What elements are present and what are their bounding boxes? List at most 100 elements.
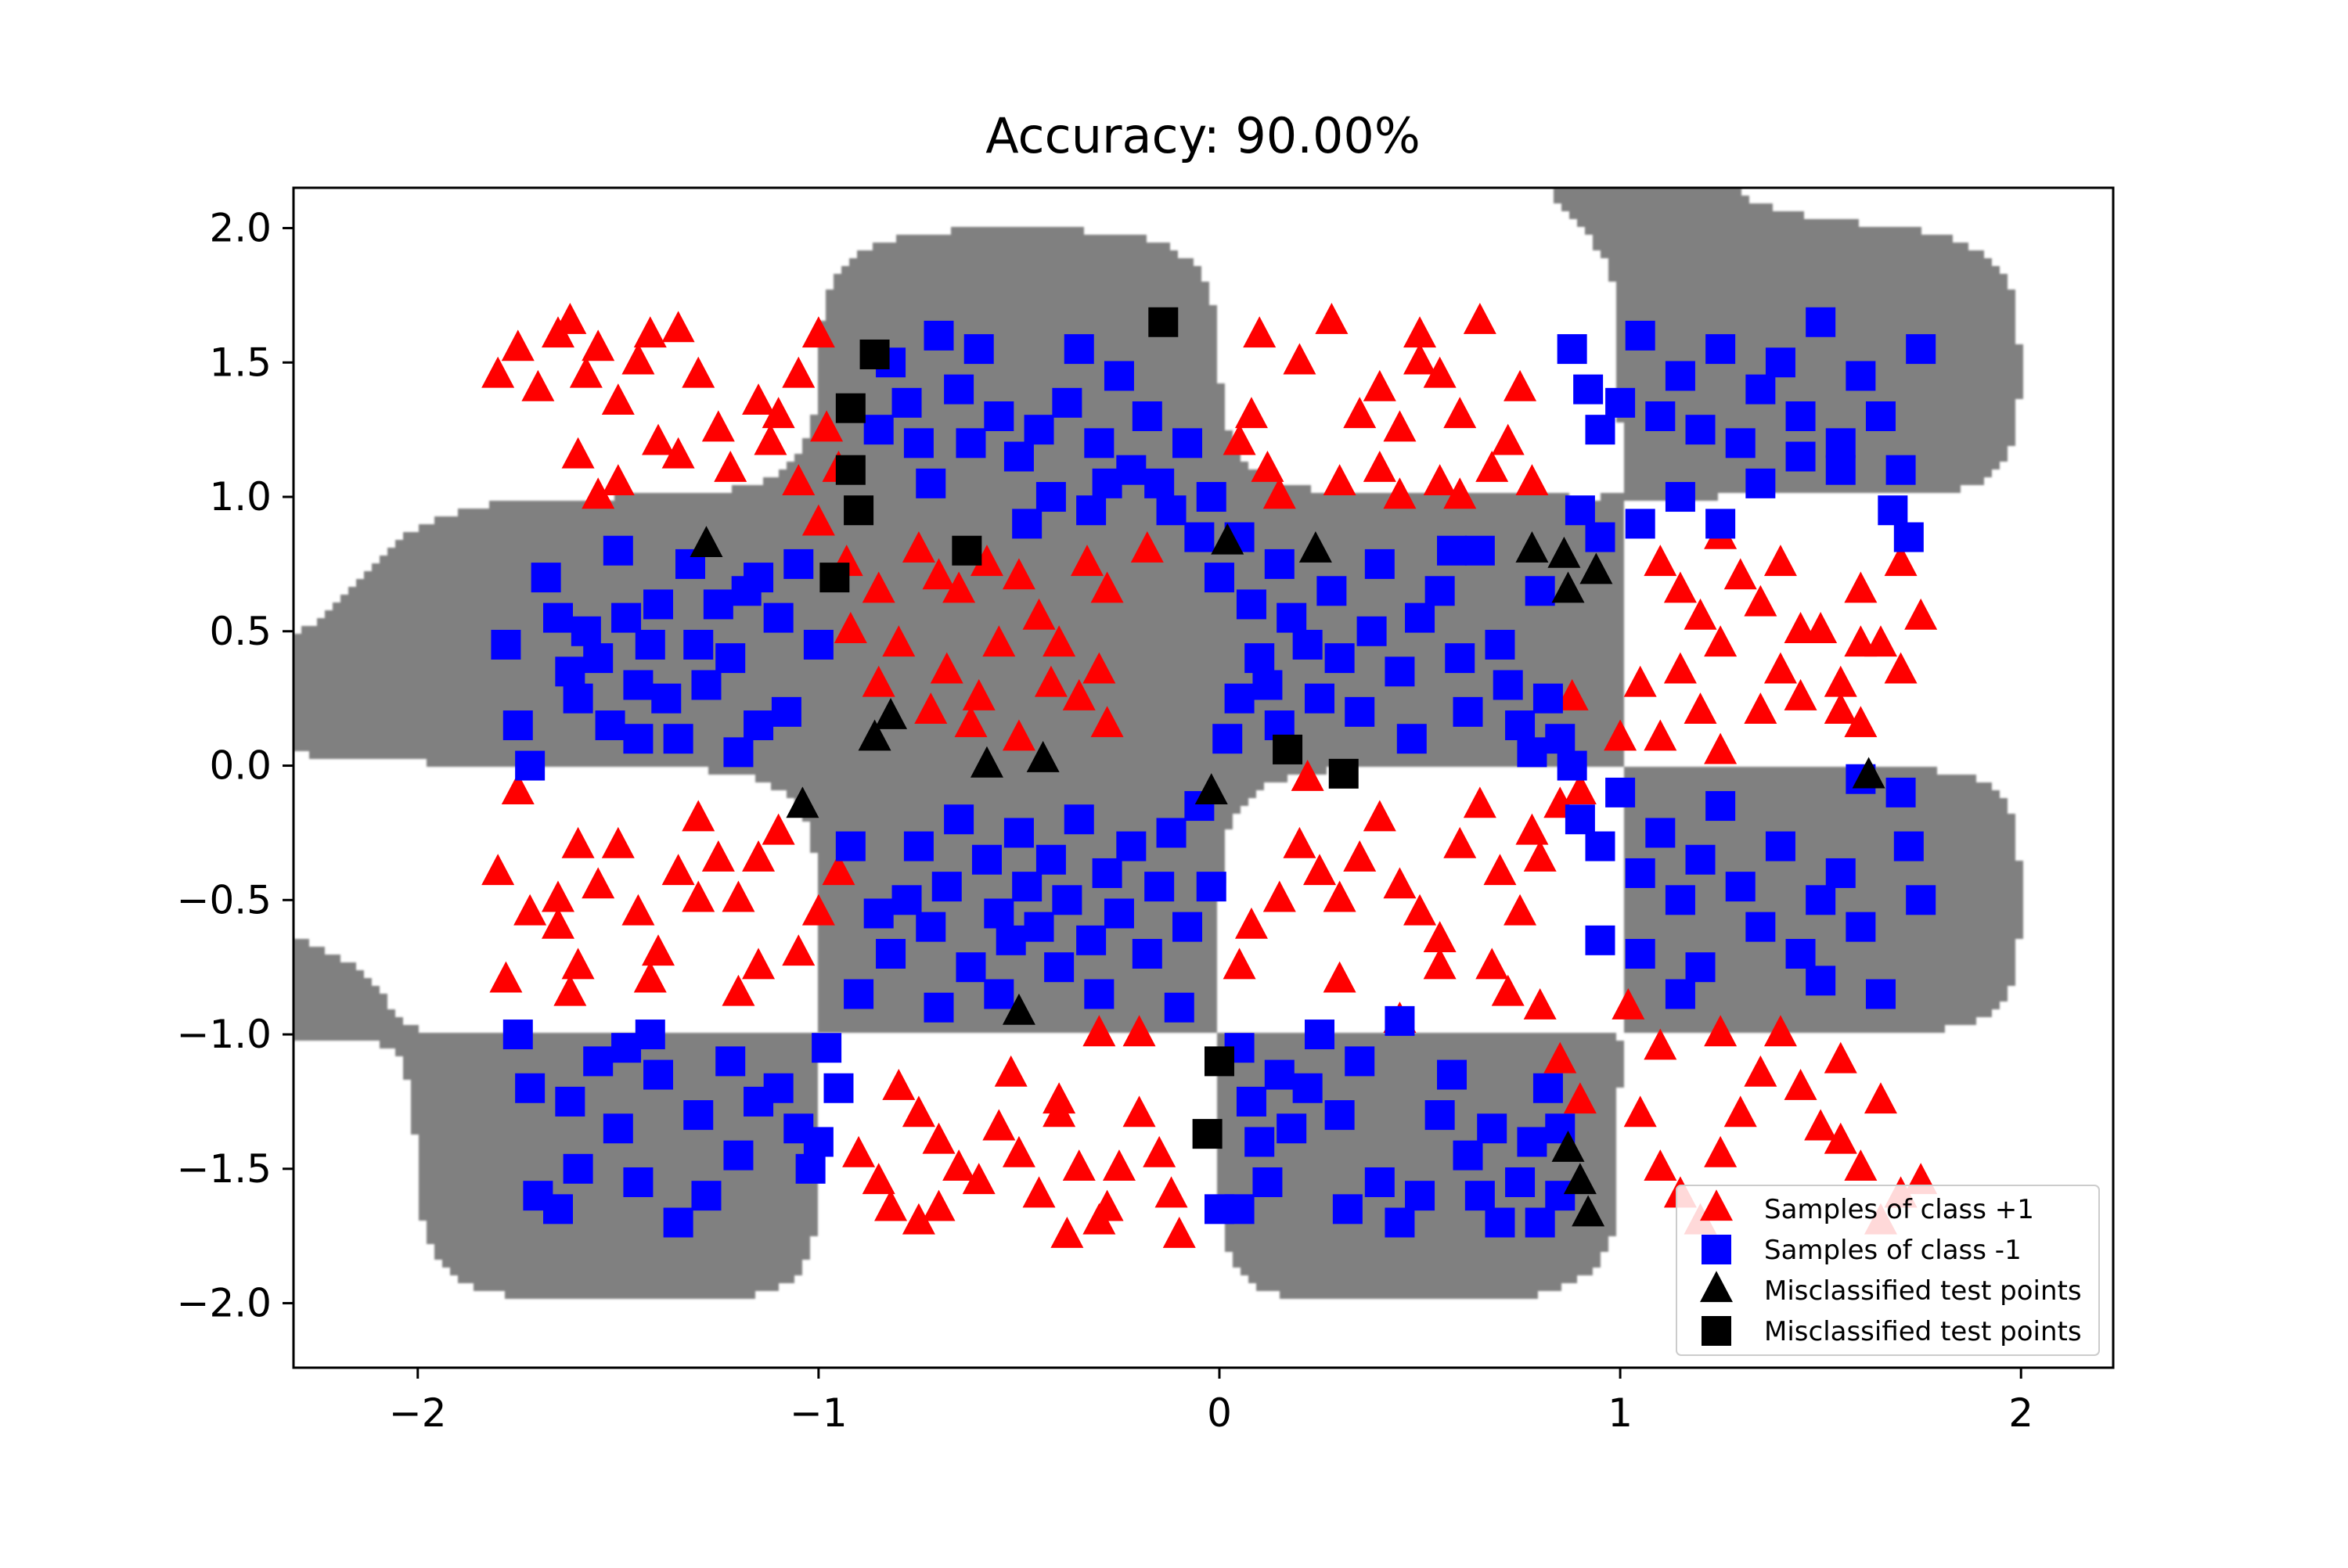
- legend-item: Misclassified test points: [1700, 1271, 2082, 1307]
- data-point-square: [542, 1194, 573, 1225]
- data-point-triangle: [701, 410, 735, 442]
- data-point-square: [623, 1167, 654, 1197]
- data-point-square: [1264, 548, 1295, 579]
- data-point-triangle: [942, 1149, 976, 1181]
- data-point-square: [1865, 979, 1896, 1009]
- data-point-triangle: [1082, 1015, 1116, 1047]
- data-point-triangle: [682, 800, 715, 832]
- data-point-triangle: [561, 437, 595, 469]
- data-point-square: [603, 1113, 633, 1144]
- data-point-triangle: [762, 397, 795, 429]
- data-point-triangle: [1363, 450, 1396, 482]
- data-point-triangle: [742, 840, 776, 872]
- data-point-triangle: [1223, 948, 1256, 980]
- data-point-square: [1557, 750, 1587, 781]
- data-point-triangle: [742, 383, 776, 415]
- data-point-square: [1132, 938, 1162, 969]
- data-point-triangle: [1763, 545, 1797, 577]
- data-point-square: [1277, 1113, 1307, 1144]
- data-point-square: [1196, 482, 1226, 512]
- data-point-square: [1785, 401, 1816, 431]
- data-point-square: [1264, 1059, 1295, 1090]
- data-point-square: [715, 643, 746, 674]
- legend-marker-triangle: [1700, 1271, 1733, 1303]
- data-point-triangle: [1026, 740, 1060, 772]
- data-point-triangle: [513, 894, 547, 926]
- data-point-triangle: [922, 1189, 956, 1221]
- data-point-triangle: [1563, 773, 1597, 805]
- y-tick-label: 1.5: [209, 340, 272, 385]
- data-point-square: [502, 710, 533, 741]
- data-point-square: [1024, 912, 1054, 942]
- data-point-triangle: [1515, 464, 1549, 496]
- data-point-square: [515, 1073, 546, 1103]
- decision-region-class-minus-1: [294, 188, 2023, 1299]
- data-point-triangle: [1243, 316, 1277, 348]
- data-point-triangle: [1644, 545, 1677, 577]
- data-point-square: [1144, 872, 1175, 902]
- data-point-square: [703, 589, 733, 620]
- data-point-triangle: [1563, 1082, 1597, 1114]
- data-point-triangle: [882, 1069, 916, 1100]
- data-point-triangle: [834, 612, 867, 643]
- data-point-square: [783, 548, 814, 579]
- data-point-square: [1705, 334, 1736, 365]
- data-point-square: [1116, 831, 1147, 861]
- data-point-square: [623, 724, 654, 754]
- data-point-square: [1156, 818, 1187, 848]
- data-point-triangle: [962, 1163, 996, 1195]
- data-point-triangle: [1844, 706, 1878, 738]
- data-point-square: [1104, 361, 1134, 391]
- data-point-triangle: [1403, 894, 1437, 926]
- data-point-triangle: [481, 356, 515, 388]
- data-point-square: [1453, 1140, 1483, 1171]
- data-point-triangle: [994, 1055, 1028, 1087]
- data-point-triangle: [1090, 571, 1124, 603]
- data-point-square: [1825, 858, 1856, 888]
- data-point-triangle: [1463, 303, 1496, 334]
- data-point-square: [1806, 307, 1836, 337]
- data-point-square: [1585, 415, 1615, 445]
- data-point-triangle: [1383, 867, 1417, 899]
- data-point-square: [1725, 428, 1756, 459]
- x-tick-label: 0: [1207, 1390, 1232, 1436]
- data-point-square: [1585, 925, 1615, 955]
- data-point-triangle: [1070, 545, 1104, 577]
- legend-label: Samples of class +1: [1764, 1194, 2034, 1225]
- data-point-square: [944, 804, 974, 835]
- data-point-square: [1517, 1127, 1547, 1157]
- data-point-square: [555, 1086, 585, 1117]
- data-point-square: [563, 683, 593, 714]
- data-point-triangle: [1604, 719, 1637, 751]
- data-point-square: [1517, 737, 1547, 768]
- y-tick-label: −2.0: [177, 1281, 272, 1326]
- data-point-triangle: [1002, 993, 1035, 1025]
- data-point-triangle: [682, 880, 715, 912]
- data-point-square: [996, 925, 1026, 955]
- data-point-triangle: [858, 719, 891, 751]
- data-point-triangle: [914, 692, 948, 725]
- data-point-square: [1184, 522, 1215, 552]
- data-point-square: [1204, 1046, 1234, 1077]
- data-point-triangle: [582, 867, 615, 899]
- data-point-square: [563, 1153, 593, 1184]
- data-point-square: [1532, 683, 1563, 714]
- data-point-triangle: [501, 773, 535, 805]
- data-point-square: [1885, 455, 1916, 485]
- data-point-triangle: [801, 316, 835, 348]
- data-point-triangle: [1283, 343, 1316, 375]
- data-point-triangle: [862, 665, 895, 697]
- y-axis: 2.0 1.5 1.0 0.5 0.0 −0.5 −1.0 −1.5 −2.0: [177, 206, 294, 1326]
- data-point-triangle: [1784, 612, 1817, 643]
- data-point-triangle: [561, 826, 595, 858]
- data-point-triangle: [882, 625, 916, 657]
- data-point-square: [1148, 307, 1179, 337]
- data-point-triangle: [1211, 523, 1244, 555]
- legend: Samples of class +1 Samples of class -1 Mi…: [1676, 1185, 2100, 1356]
- data-point-triangle: [982, 625, 1016, 657]
- data-point-square: [763, 1073, 794, 1103]
- data-point-square: [1196, 872, 1226, 902]
- data-point-square: [1012, 509, 1043, 539]
- data-point-square: [859, 339, 890, 369]
- data-point-triangle: [701, 840, 735, 872]
